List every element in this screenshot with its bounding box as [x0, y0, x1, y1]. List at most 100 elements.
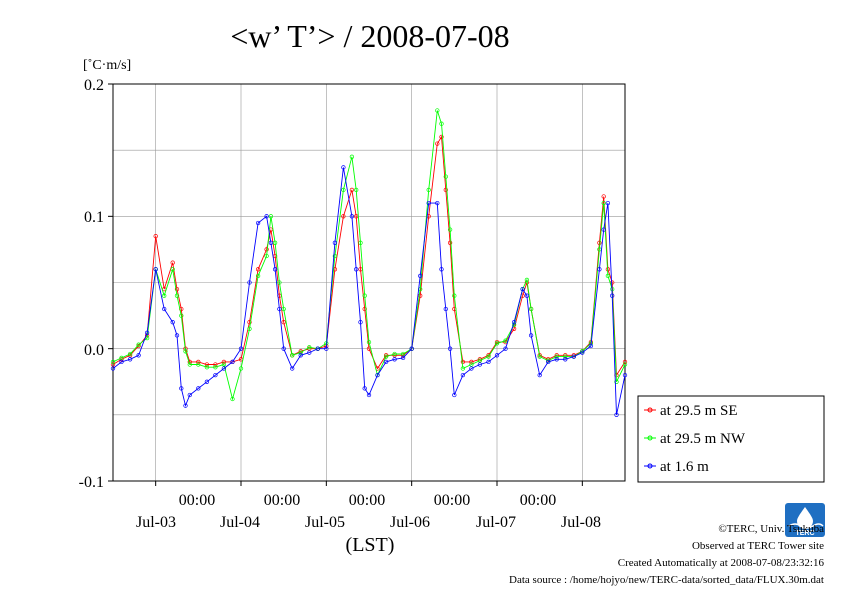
x-tick-time: 00:00 [520, 492, 556, 509]
data-point [486, 359, 491, 365]
data-point [264, 247, 269, 252]
data-point [230, 396, 235, 402]
data-point [383, 354, 389, 359]
data-point [255, 220, 261, 226]
data-point [610, 293, 615, 298]
data-point [174, 286, 180, 292]
data-point [494, 341, 500, 346]
data-point [170, 260, 175, 265]
data-point [486, 353, 491, 358]
data-point [588, 343, 594, 349]
data-point [298, 353, 303, 358]
data-point [290, 366, 295, 371]
data-point [447, 240, 453, 245]
data-point [110, 359, 116, 365]
data-point [341, 214, 346, 219]
data-point [281, 320, 286, 325]
data-point [183, 403, 188, 408]
terc-logo: TERC [785, 503, 825, 537]
data-point [144, 330, 150, 335]
x-tick-date: Jul-07 [476, 514, 516, 531]
legend-entry-nw: at 29.5 m NW [644, 431, 746, 447]
data-point [418, 273, 423, 279]
x-tick-time: 00:00 [434, 492, 470, 509]
data-point [447, 346, 453, 351]
data-point [183, 349, 188, 354]
data-point [537, 354, 542, 359]
wave-icon [788, 523, 824, 529]
data-point [358, 320, 363, 325]
data-point [170, 267, 175, 272]
data-point [601, 194, 606, 199]
data-point [179, 313, 184, 318]
logo-text: TERC [795, 530, 814, 537]
y-tick-label: 0.1 [84, 209, 104, 226]
data-point [563, 357, 568, 362]
data-point [439, 267, 444, 272]
data-point [354, 187, 359, 193]
data-point [281, 306, 286, 312]
x-tick-labels: 00:00 Jul-03 00:00 Jul-04 00:00 Jul-05 0… [136, 492, 601, 531]
data-point [247, 280, 252, 285]
legend-entry-ground: at 1.6 m [644, 459, 709, 475]
axis-ticks [108, 83, 583, 486]
water-drop-icon [797, 507, 813, 529]
data-point [315, 346, 320, 351]
x-tick-date: Jul-04 [220, 514, 260, 531]
data-point [447, 227, 453, 232]
data-point [601, 227, 606, 232]
data-point [443, 174, 448, 179]
series-line [112, 110, 626, 401]
x-tick-date: Jul-05 [305, 514, 345, 531]
data-point [503, 338, 508, 343]
data-point [494, 353, 500, 358]
data-point [332, 253, 338, 259]
x-tick-time: 00:00 [349, 492, 385, 509]
legend-label-nw: at 29.5 m NW [660, 431, 746, 447]
data-point [537, 353, 542, 358]
data-point [204, 379, 210, 384]
legend: at 29.5 m SE at 29.5 m NW at 1.6 m [637, 395, 825, 483]
data-point [469, 359, 474, 365]
chart-title: <w’ T’> / 2008-07-08 [230, 18, 509, 54]
data-point [358, 240, 363, 245]
series-3 [110, 165, 628, 417]
series-line [112, 167, 626, 415]
data-point [119, 359, 124, 365]
data-point [162, 293, 167, 298]
legend-marker-ground [647, 463, 653, 469]
data-point [439, 121, 444, 126]
data-point [196, 362, 201, 367]
copyright-text: ©TERC, Univ. Tsukuba [718, 523, 824, 535]
data-point [366, 339, 372, 345]
data-point [622, 372, 628, 378]
data-point [554, 353, 559, 358]
data-point [601, 200, 606, 206]
x-tick-date: Jul-08 [561, 514, 601, 531]
data-point [400, 355, 406, 361]
data-point [298, 350, 303, 355]
data-point [221, 359, 227, 365]
data-point [554, 354, 559, 359]
data-point [435, 200, 440, 206]
data-point [520, 286, 525, 292]
data-point [460, 359, 466, 365]
data-point [341, 165, 346, 170]
data-point [362, 306, 367, 312]
data-point [554, 357, 559, 362]
x-axis-label: (LST) [346, 534, 395, 556]
data-point [597, 267, 602, 272]
legend-label-se: at 29.5 m SE [660, 403, 738, 419]
data-point [264, 214, 269, 219]
data-point [571, 354, 576, 359]
data-point [469, 366, 474, 371]
data-point [264, 253, 269, 259]
data-point [605, 273, 611, 279]
data-point [136, 353, 141, 358]
data-point [383, 359, 389, 365]
data-point [349, 187, 355, 193]
data-point [255, 267, 261, 272]
data-point [622, 362, 628, 367]
data-point [277, 280, 282, 285]
data-point [435, 108, 440, 113]
